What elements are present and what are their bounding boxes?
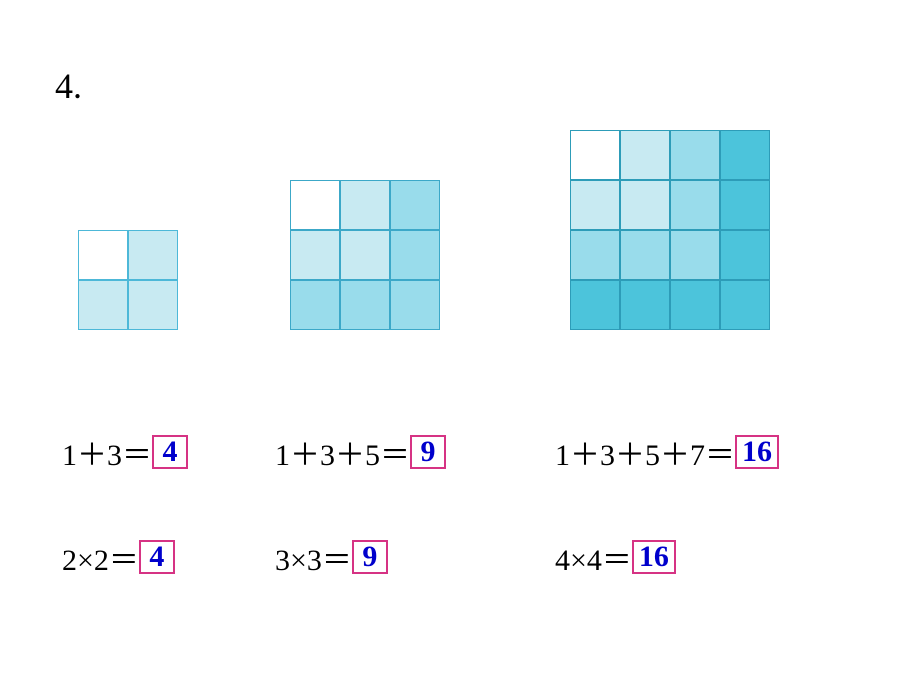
- equation: 1＋3＋5＝9: [275, 430, 446, 474]
- equation-lhs: 1＋3＝: [62, 430, 152, 474]
- equation: 1＋3＝4: [62, 430, 188, 474]
- grid-cell: [390, 180, 440, 230]
- grid-cell: [670, 180, 720, 230]
- grid-cell: [670, 280, 720, 330]
- grid-cell: [620, 280, 670, 330]
- answer-box: 4: [139, 540, 175, 574]
- grid-cell: [290, 230, 340, 280]
- equation: 4×4＝16: [555, 535, 676, 579]
- grid-cell: [570, 180, 620, 230]
- answer-box: 9: [352, 540, 388, 574]
- page-number: 4.: [55, 65, 82, 107]
- equation-lhs: 4×4＝: [555, 535, 632, 579]
- answer-box: 16: [735, 435, 779, 469]
- equation-lhs: 1＋3＋5＋7＝: [555, 430, 735, 474]
- grid-cell: [340, 230, 390, 280]
- equation-lhs: 3×3＝: [275, 535, 352, 579]
- grid-cell: [128, 230, 178, 280]
- grid-cell: [620, 230, 670, 280]
- grid-cell: [720, 130, 770, 180]
- grid-cell: [720, 280, 770, 330]
- grid-2x2: [78, 230, 178, 330]
- grid-cell: [290, 180, 340, 230]
- answer-box: 16: [632, 540, 676, 574]
- grid-cell: [570, 230, 620, 280]
- grid-cell: [290, 280, 340, 330]
- equation: 2×2＝4: [62, 535, 175, 579]
- answer-box: 4: [152, 435, 188, 469]
- grid-cell: [390, 230, 440, 280]
- grid-cell: [128, 280, 178, 330]
- grid-cell: [390, 280, 440, 330]
- grid-cell: [340, 280, 390, 330]
- equation: 1＋3＋5＋7＝16: [555, 430, 779, 474]
- grid-4x4: [570, 130, 770, 330]
- grid-cell: [620, 180, 670, 230]
- grid-cell: [670, 130, 720, 180]
- grid-cell: [620, 130, 670, 180]
- grid-cell: [720, 180, 770, 230]
- grid-cell: [78, 280, 128, 330]
- grid-cell: [570, 280, 620, 330]
- equation: 3×3＝9: [275, 535, 388, 579]
- grid-cell: [78, 230, 128, 280]
- grid-cell: [720, 230, 770, 280]
- grid-cell: [570, 130, 620, 180]
- grid-cell: [340, 180, 390, 230]
- grid-cell: [670, 230, 720, 280]
- equation-lhs: 1＋3＋5＝: [275, 430, 410, 474]
- equation-lhs: 2×2＝: [62, 535, 139, 579]
- grid-3x3: [290, 180, 440, 330]
- grids-container: [0, 140, 920, 360]
- answer-box: 9: [410, 435, 446, 469]
